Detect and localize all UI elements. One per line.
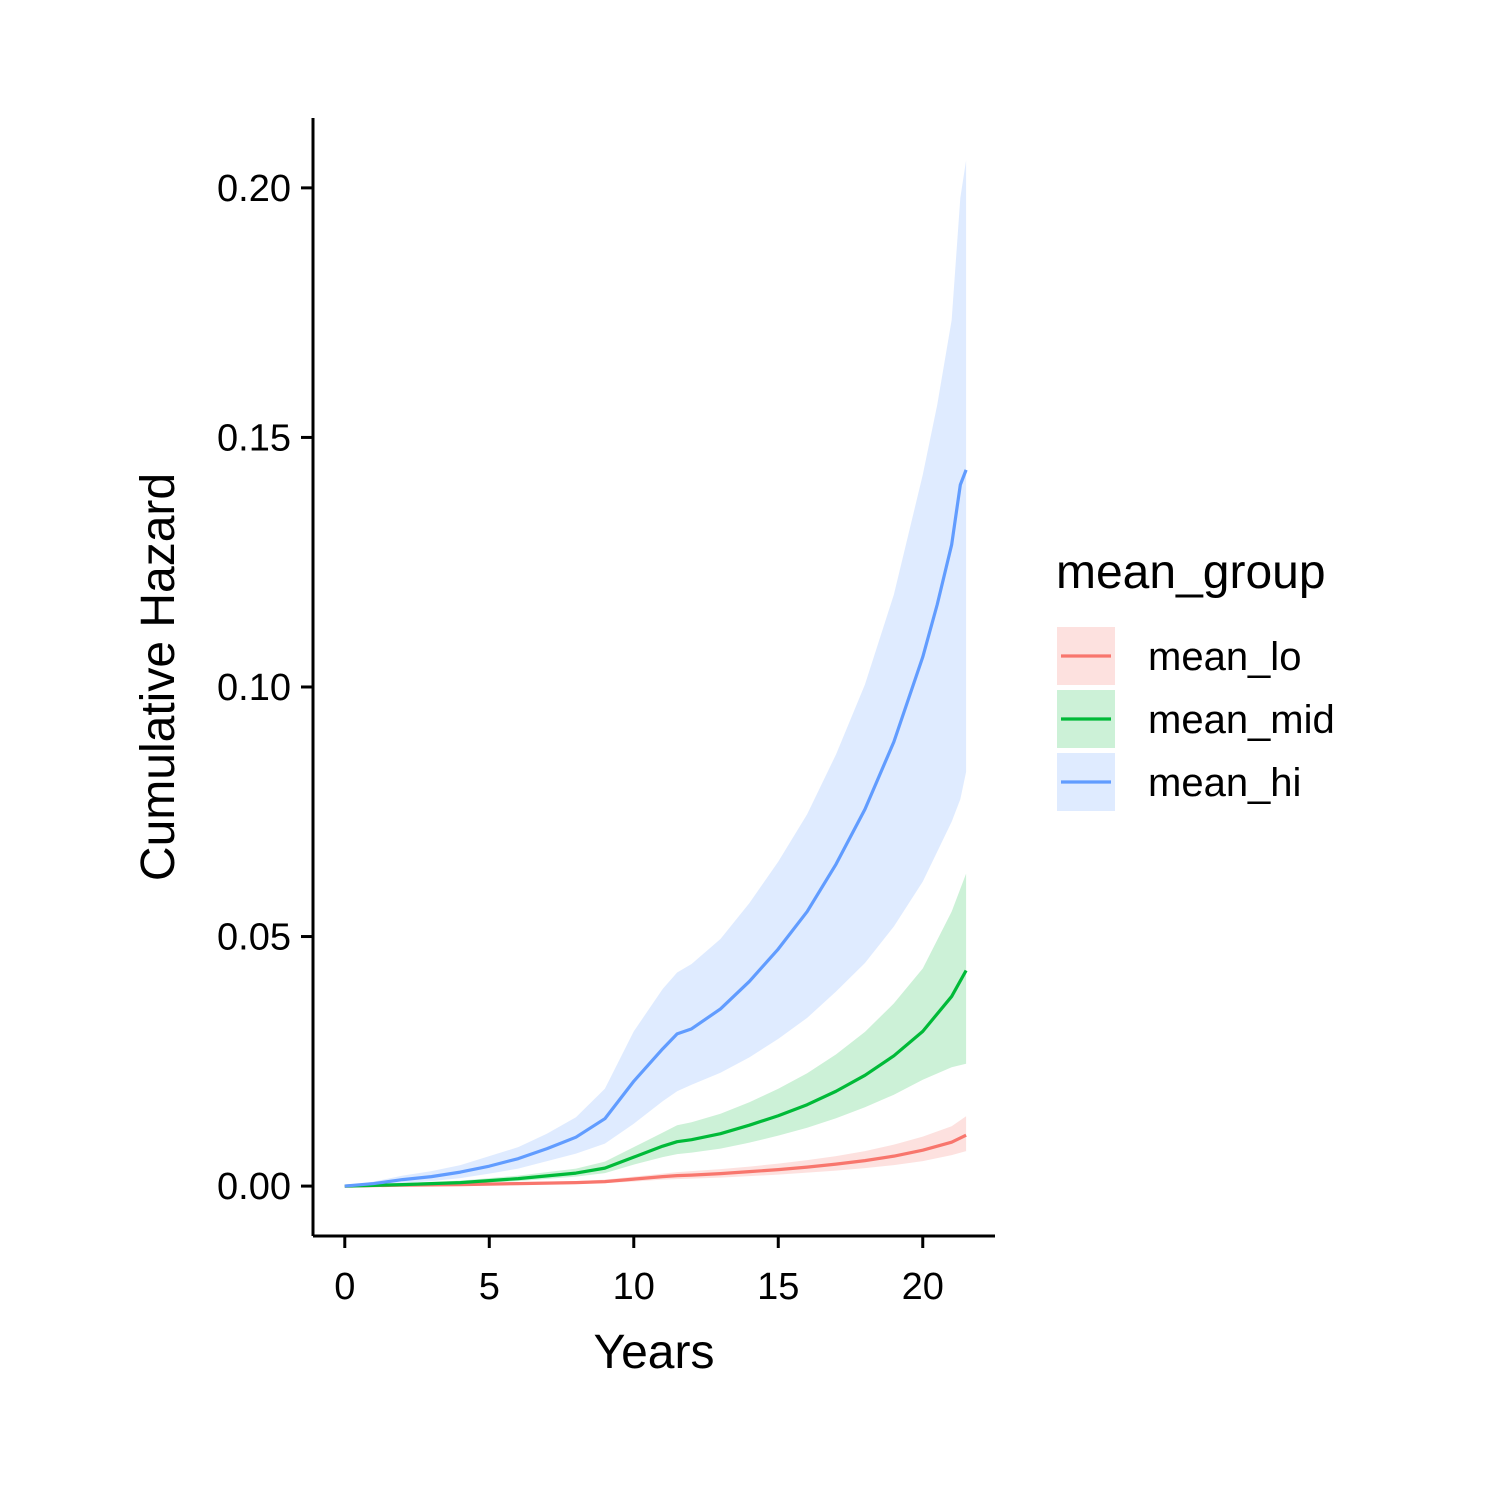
series-lines [344, 469, 968, 1188]
x-tick-label: 10 [613, 1266, 655, 1308]
axes: 0.00 0.05 0.10 0.15 0.20 0 5 10 15 20 [217, 118, 995, 1308]
y-axis-title: Cumulative Hazard [132, 473, 185, 881]
series-line-mean_mid [344, 969, 968, 1188]
legend-item-mean_lo: mean_lo [1057, 627, 1301, 685]
legend-item-mean_mid: mean_mid [1057, 690, 1335, 748]
y-tick-label: 0.10 [217, 667, 291, 709]
legend-items: mean_lo mean_mid mean_hi [1057, 627, 1335, 811]
legend: mean_group mean_lo mean_mid mean_hi [1056, 546, 1335, 811]
legend-title: mean_group [1056, 546, 1326, 599]
legend-label: mean_hi [1148, 761, 1301, 805]
confidence-band-mean_hi [344, 160, 967, 1187]
y-tick-label: 0.00 [217, 1166, 291, 1208]
confidence-bands [344, 160, 967, 1187]
y-axis-ticks: 0.00 0.05 0.10 0.15 0.20 [217, 168, 313, 1208]
y-tick-label: 0.05 [217, 917, 291, 959]
y-tick-label: 0.15 [217, 417, 291, 459]
confidence-band-mean_lo [344, 1116, 967, 1187]
series-line-mean_lo [344, 1133, 967, 1188]
y-tick-label: 0.20 [217, 168, 291, 210]
legend-item-mean_hi: mean_hi [1057, 753, 1301, 811]
series-line-mean_hi [344, 469, 968, 1188]
confidence-band-mean_mid [344, 873, 967, 1187]
x-tick-label: 0 [334, 1266, 355, 1308]
legend-label: mean_lo [1148, 635, 1301, 679]
x-tick-label: 5 [479, 1266, 500, 1308]
x-tick-label: 15 [757, 1266, 799, 1308]
x-axis-ticks: 0 5 10 15 20 [334, 1236, 944, 1308]
x-axis-title: Years [594, 1326, 715, 1379]
x-tick-label: 20 [902, 1266, 944, 1308]
legend-label: mean_mid [1148, 698, 1335, 742]
